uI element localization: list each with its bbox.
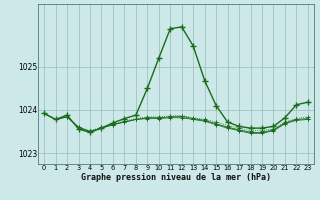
X-axis label: Graphe pression niveau de la mer (hPa): Graphe pression niveau de la mer (hPa) (81, 173, 271, 182)
